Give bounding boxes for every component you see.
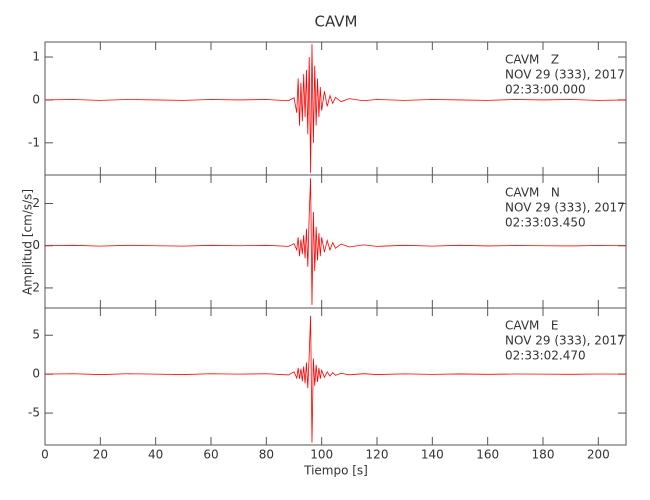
x-tick-label: 100 xyxy=(310,448,333,462)
x-tick-label: 80 xyxy=(259,448,274,462)
y-tick-label: 1 xyxy=(32,50,40,64)
waveform xyxy=(44,178,627,305)
x-tick-label: 180 xyxy=(532,448,555,462)
trace-date: NOV 29 (333), 2017 xyxy=(505,334,625,348)
y-axis-label: Amplitud [cm/s/s] xyxy=(21,189,35,295)
y-tick-label: -2 xyxy=(28,280,40,294)
trace-time: 02:33:03.450 xyxy=(505,216,586,230)
waveform xyxy=(44,44,627,173)
x-tick-label: 20 xyxy=(93,448,108,462)
trace-name: CAVM E xyxy=(505,319,558,333)
y-tick-label: -1 xyxy=(28,135,40,149)
y-tick-label: 0 xyxy=(32,92,40,106)
y-tick-label: 2 xyxy=(32,196,40,210)
panel-frame xyxy=(44,307,627,446)
chart-title: CAVM xyxy=(315,13,358,31)
trace-date: NOV 29 (333), 2017 xyxy=(505,201,625,215)
trace-name: CAVM N xyxy=(505,186,560,200)
waveform xyxy=(44,315,627,443)
x-tick-label: 0 xyxy=(41,448,49,462)
y-tick-label: 0 xyxy=(32,367,40,381)
y-tick-label: 5 xyxy=(32,328,40,342)
trace-time: 02:33:00.000 xyxy=(505,83,586,97)
x-tick-label: 160 xyxy=(476,448,499,462)
x-axis-label: Tiempo [s] xyxy=(303,464,368,478)
x-tick-label: 60 xyxy=(203,448,218,462)
trace-time: 02:33:02.470 xyxy=(505,349,586,363)
y-tick-label: -5 xyxy=(28,406,40,420)
x-tick-label: 140 xyxy=(421,448,444,462)
x-tick-label: 120 xyxy=(366,448,389,462)
x-tick-label: 40 xyxy=(148,448,163,462)
trace-date: NOV 29 (333), 2017 xyxy=(505,68,625,82)
trace-name: CAVM Z xyxy=(505,53,559,67)
y-tick-label: 0 xyxy=(32,238,40,252)
x-tick-label: 200 xyxy=(587,448,610,462)
